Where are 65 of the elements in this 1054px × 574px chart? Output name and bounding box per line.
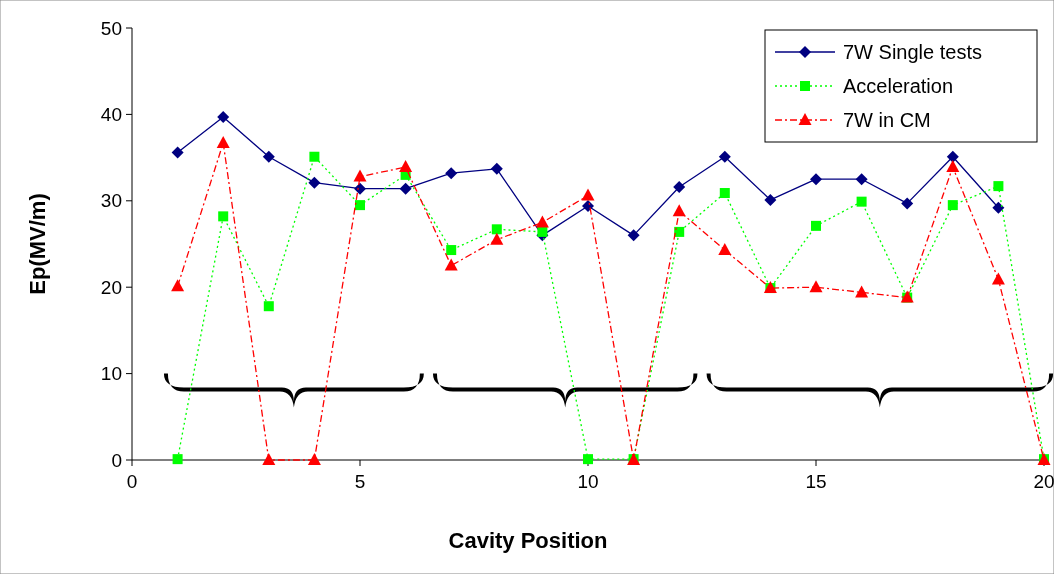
point [399,182,412,195]
point [718,243,732,256]
point [673,180,686,193]
point [218,211,229,222]
point [537,226,548,237]
x-tick-label: 5 [354,471,366,492]
point [354,182,366,195]
point [809,280,823,293]
y-tick-label: 50 [100,17,122,39]
point [810,173,822,186]
y-tick-label: 10 [100,363,122,385]
point [445,167,458,180]
point [263,301,274,312]
point [901,197,914,210]
x-tick-label: 0 [126,471,138,492]
point [491,224,502,235]
point [674,226,685,237]
point [490,232,504,245]
y-tick-label: 30 [100,190,122,212]
point [399,160,413,173]
point [444,258,458,271]
point [262,453,276,465]
point [719,188,730,199]
y-axis-title: Ep(MV/m) [25,193,50,295]
point [355,200,365,211]
point [946,160,960,173]
point [855,285,869,298]
y-tick-label: 20 [100,276,122,298]
point [217,110,230,123]
x-tick-label: 15 [805,471,827,492]
point [627,229,640,242]
point [855,173,868,186]
point [172,454,183,465]
point [946,150,959,163]
point [672,204,686,217]
point [992,201,1005,214]
point [171,279,185,292]
legend-label: 7W Single tests [843,41,982,63]
point [353,169,367,182]
point [216,135,230,148]
y-tick-label: 40 [100,104,122,126]
legend-label: 7W in CM [843,109,931,131]
point [947,200,958,211]
point [309,151,320,162]
x-tick-label: 20 [1033,471,1054,492]
point [582,199,594,212]
point [718,150,731,163]
point [991,272,1005,285]
point [583,454,593,465]
point [262,150,275,163]
point [811,220,821,231]
point [446,245,457,256]
point [490,162,503,175]
legend-label: Acceleration [843,75,954,97]
point [307,453,321,465]
point [764,193,777,206]
point [993,181,1004,192]
point [535,215,549,228]
point [171,146,184,159]
x-axis-title: Cavity Position [448,528,608,553]
x-tick-label: 10 [577,471,599,492]
point [856,196,867,207]
y-tick-label: 0 [111,449,122,471]
point [581,188,595,201]
point [308,176,321,189]
